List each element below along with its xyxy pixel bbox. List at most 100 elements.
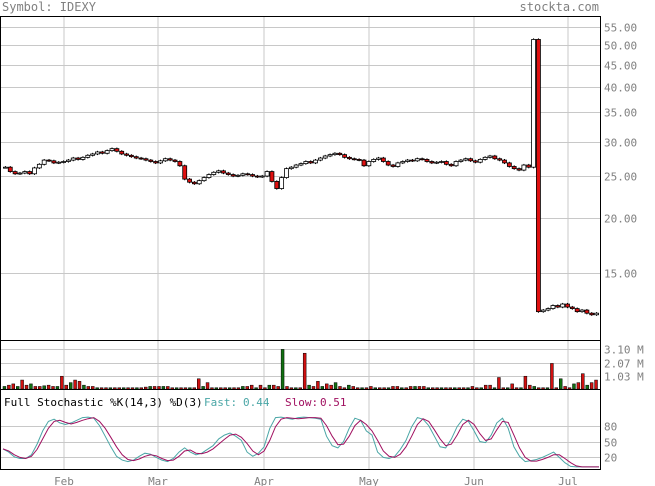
volume-bar xyxy=(320,386,325,390)
volume-bar xyxy=(559,378,563,390)
candle-body xyxy=(536,39,541,313)
candle-body xyxy=(235,174,241,177)
volume-bar xyxy=(448,387,453,390)
candle-body xyxy=(584,309,590,314)
volume-bar xyxy=(563,386,567,390)
volume-bar xyxy=(219,387,223,390)
candle-body xyxy=(429,161,435,164)
candle-body xyxy=(540,309,546,313)
volume-bar xyxy=(210,387,214,390)
price-tick-label: 30.00 xyxy=(604,137,637,150)
volume-bar xyxy=(386,387,391,390)
volume-bar xyxy=(378,387,382,390)
volume-bar xyxy=(316,381,320,390)
volume-bar xyxy=(289,387,294,390)
volume-bar xyxy=(325,383,329,390)
candle-body xyxy=(502,159,507,164)
volume-bar xyxy=(400,387,404,390)
candle-body xyxy=(216,170,222,173)
candle-body xyxy=(3,166,8,169)
month-label-apr: Apr xyxy=(254,475,274,486)
volume-bar xyxy=(7,384,11,390)
volume-bar xyxy=(183,387,188,390)
candle-body xyxy=(361,159,367,167)
grid-lines xyxy=(1,17,600,469)
volume-bar xyxy=(205,382,210,390)
volume-bar xyxy=(258,384,263,390)
volume-bar xyxy=(554,387,559,390)
candle-body xyxy=(240,173,246,176)
candle-body xyxy=(70,157,76,161)
candle-body xyxy=(17,172,23,175)
volume-bar xyxy=(126,387,130,390)
candle-body xyxy=(473,160,478,163)
candle-body xyxy=(477,159,483,163)
candle-body xyxy=(366,161,372,167)
candle-body xyxy=(187,178,192,183)
price-tick-label: 20.00 xyxy=(604,213,637,226)
candle-body xyxy=(569,306,575,309)
candle-body xyxy=(114,148,120,152)
volume-bar xyxy=(73,379,77,390)
volume-bar xyxy=(55,386,60,390)
volume-bar xyxy=(272,384,276,390)
month-axis: Feb Mar Apr May Jun Jul xyxy=(54,475,578,486)
volume-bar xyxy=(475,387,479,390)
month-label-mar: Mar xyxy=(148,475,168,486)
volume-bar xyxy=(506,387,510,390)
price-tick-label: 35.00 xyxy=(604,107,637,120)
volume-bar xyxy=(373,387,378,390)
candle-body xyxy=(99,151,105,154)
volume-bar xyxy=(174,387,179,390)
stochastic-axis: 80 50 20 xyxy=(604,421,617,465)
volume-bar xyxy=(532,386,536,390)
stochastic-title: Full Stochastic %K(14,3) %D(3) xyxy=(4,396,203,409)
month-label-may: May xyxy=(359,475,379,486)
volume-bar xyxy=(68,382,73,390)
volume-bar xyxy=(139,387,144,390)
volume-bar xyxy=(492,387,497,390)
volume-tick-label: 1.03 M xyxy=(604,371,644,384)
candle-body xyxy=(579,309,585,313)
volume-bar xyxy=(528,384,532,390)
volume-bar xyxy=(254,387,258,390)
candle-body xyxy=(347,156,352,160)
candle-body xyxy=(211,171,217,175)
candle-body xyxy=(41,159,47,165)
stochastic-tick-label: 80 xyxy=(604,421,617,434)
candle-body xyxy=(75,157,81,160)
month-label-jun: Jun xyxy=(464,475,484,486)
volume-bar xyxy=(519,387,523,390)
volume-bar xyxy=(223,387,227,390)
candle-body xyxy=(264,171,270,177)
volume-bar xyxy=(170,387,174,390)
slow-label: Slow: xyxy=(285,396,318,409)
candle-body xyxy=(119,150,125,155)
candle-body xyxy=(594,312,599,316)
candle-body xyxy=(555,305,561,308)
volume-bar xyxy=(20,379,24,390)
volume-bar xyxy=(135,387,139,390)
volume-bar xyxy=(157,386,161,390)
candle-body xyxy=(162,158,168,162)
volume-bar xyxy=(417,386,422,390)
candle-body xyxy=(410,159,415,162)
candle-body xyxy=(85,154,91,158)
candle-body xyxy=(66,159,71,162)
volume-bar xyxy=(166,386,170,390)
candle-body xyxy=(342,154,348,158)
candle-body xyxy=(497,158,503,161)
volume-tick-label: 3.10 M xyxy=(604,344,644,357)
volume-bar xyxy=(382,387,386,390)
volume-bar xyxy=(589,382,594,390)
volume-bar xyxy=(113,387,117,390)
volume-bar xyxy=(347,384,351,390)
candle-body xyxy=(400,161,406,164)
candle-body xyxy=(90,153,96,156)
volume-bar xyxy=(338,386,342,390)
volume-bar xyxy=(594,379,598,390)
candle-body xyxy=(414,158,420,162)
volume-bar xyxy=(444,387,448,390)
volume-bar xyxy=(214,387,219,390)
